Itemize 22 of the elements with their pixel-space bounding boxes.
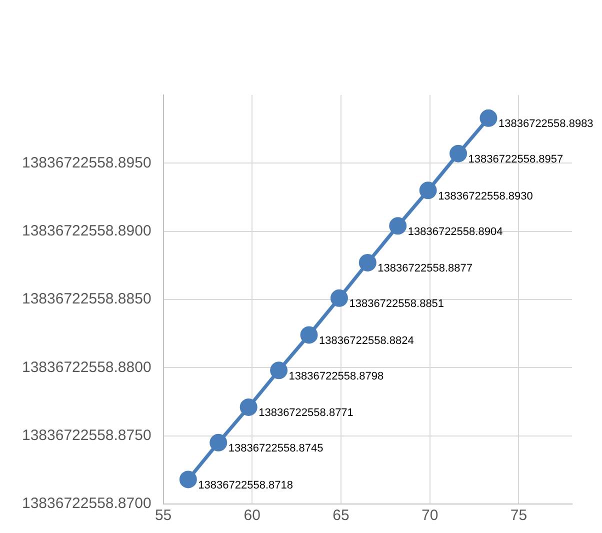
data-label: 13836722558.8851 — [349, 298, 444, 310]
y-tick-label: 13836722558.8750 — [22, 426, 152, 444]
data-label: 13836722558.8930 — [438, 190, 533, 202]
data-label: 13836722558.8983 — [498, 118, 594, 130]
data-label: 13836722558.8718 — [198, 480, 294, 492]
y-tick-label: 13836722558.8950 — [22, 154, 152, 172]
y-tick-label: 13836722558.8800 — [22, 358, 152, 376]
data-label: 13836722558.8771 — [258, 407, 354, 420]
x-tick-label: 55 — [154, 507, 172, 524]
y-tick-label: 13836722558.8850 — [22, 290, 152, 308]
data-label: 13836722558.8957 — [468, 154, 564, 166]
data-label: 13836722558.8877 — [378, 262, 472, 275]
x-tick-label: 60 — [244, 507, 260, 524]
data-label: 13836722558.8798 — [288, 370, 384, 382]
data-label: 13836722558.8904 — [408, 226, 503, 238]
y-tick-label: 13836722558.8700 — [22, 495, 152, 512]
y-tick-label: 13836722558.8900 — [22, 222, 152, 240]
data-label: 13836722558.8824 — [319, 334, 414, 347]
data-label: 13836722558.8745 — [228, 442, 324, 455]
x-tick-label: 70 — [422, 507, 438, 524]
x-tick-label: 65 — [332, 507, 350, 524]
x-tick-label: 75 — [510, 507, 528, 524]
